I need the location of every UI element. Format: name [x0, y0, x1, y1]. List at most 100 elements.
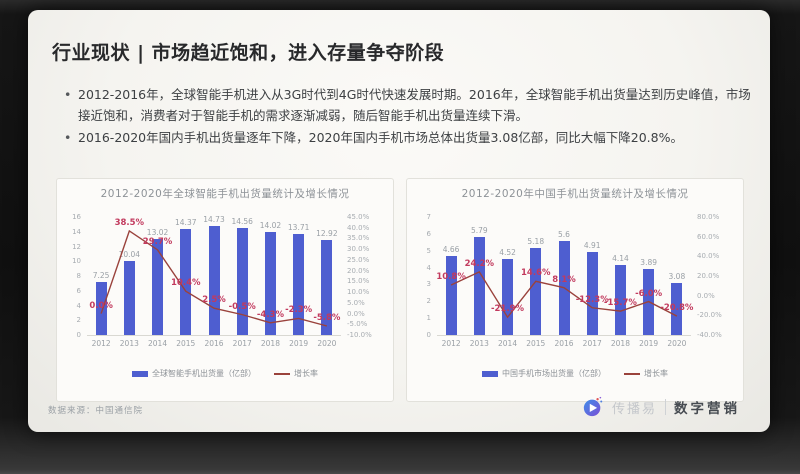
bar-value-label: 12.92 — [316, 228, 338, 238]
legend-item-line: 增长率 — [624, 368, 668, 379]
bar-value-label: 13.71 — [287, 222, 310, 232]
pct-axis-tick-label: 20.0% — [347, 266, 370, 275]
pct-axis-tick-label: 15.0% — [347, 277, 370, 286]
y-axis-tick-label: 14 — [72, 227, 81, 236]
bar — [123, 260, 135, 335]
pct-axis-tick-label: 40.0% — [697, 252, 720, 261]
growth-value-label: 38.5% — [114, 217, 145, 228]
bar — [208, 226, 220, 335]
logo-divider — [665, 399, 666, 415]
pct-axis-tick-label: 45.0% — [347, 213, 370, 221]
line-series-swatch — [274, 372, 290, 375]
pct-axis-tick-label: 60.0% — [697, 232, 720, 241]
legend-label: 中国手机市场出货量（亿部） — [502, 369, 606, 378]
y-axis-tick-label: 16 — [72, 213, 81, 221]
growth-value-label: 8.1% — [552, 274, 576, 285]
bar — [236, 227, 248, 335]
bar — [558, 240, 570, 335]
bar-value-label: 14.02 — [259, 220, 282, 230]
global-shipments-chart-panel: 2012-2020年全球智能手机出货量统计及增长情况 16 14 12 10 8 6 4 2 0… — [56, 178, 394, 402]
y-axis-tick-label: 2 — [76, 316, 81, 325]
y-axis-tick-label: 4 — [426, 263, 431, 272]
pct-axis-tick-label: 0.0% — [697, 291, 715, 300]
y-axis-tick-label: 4 — [76, 301, 81, 310]
legend-label: 全球智能手机出货量（亿部） — [152, 369, 256, 378]
growth-value-label: 10.4% — [171, 278, 201, 289]
x-axis-label: 2019 — [289, 339, 309, 348]
bar — [586, 252, 598, 335]
chart-legend: 中国手机市场出货量（亿部） 增长率 — [411, 368, 739, 379]
growth-value-label: -2.3% — [285, 305, 313, 316]
chart-title: 2012-2020年全球智能手机出货量统计及增长情况 — [100, 188, 350, 200]
bar-value-label: 14.73 — [203, 215, 225, 225]
x-axis-label: 2020 — [317, 339, 337, 348]
growth-value-label: 29.7% — [142, 236, 173, 247]
pct-axis-tick-label: 10.0% — [347, 288, 370, 297]
footer-logo: 传播易 数字营销 — [582, 396, 740, 418]
bar — [445, 256, 457, 335]
data-source-note: 数据来源：中国通信院 — [48, 406, 144, 416]
pct-axis-tick-label: 40.0% — [347, 223, 370, 232]
growth-value-label: 14.6% — [521, 268, 551, 279]
growth-value-label: -0.5% — [228, 301, 256, 312]
chart-title: 2012-2020年中国手机出货量统计及增长情况 — [461, 188, 689, 200]
x-axis-label: 2012 — [91, 339, 111, 348]
bar-value-label: 4.66 — [442, 245, 460, 255]
brand-name: 传播易 — [611, 401, 657, 417]
growth-value-label: -20.8% — [660, 303, 694, 314]
growth-value-label: -12.3% — [575, 294, 609, 305]
bar-value-label: 7.25 — [92, 270, 110, 280]
bar-value-label: 4.91 — [583, 241, 601, 251]
growth-value-label: 10.8% — [436, 272, 466, 283]
pct-axis-tick-label: 5.0% — [347, 298, 365, 307]
bar-value-label: 5.18 — [527, 236, 545, 246]
china-shipments-chart-plot: 7 6 5 4 3 2 1 0 80.0% 60.0% 40.0% 20.0% 0.0% -20.0% -4… — [411, 203, 739, 365]
bar — [502, 258, 514, 335]
bar-value-label: 14.37 — [175, 218, 197, 228]
bullet-item: 2016-2020年国内手机出货量逐年下降，2020年国内手机市场总体出货量3.… — [62, 127, 754, 148]
x-axis-label: 2013 — [469, 339, 489, 348]
x-axis-label: 2018 — [610, 339, 630, 348]
line-series-swatch — [624, 372, 640, 375]
x-axis-label: 2020 — [667, 339, 687, 348]
pct-axis-tick-label: 35.0% — [347, 234, 370, 243]
growth-value-label: -4.3% — [256, 309, 284, 320]
legend-label: 增长率 — [644, 369, 668, 378]
y-axis-tick-label: 0 — [426, 331, 431, 339]
x-axis-label: 2017 — [232, 339, 252, 348]
bar — [530, 247, 542, 335]
bar-value-label: 13.02 — [146, 227, 169, 237]
bar — [293, 233, 305, 335]
x-axis-label: 2015 — [526, 339, 546, 348]
x-axis-label: 2018 — [260, 339, 280, 348]
y-axis-tick-label: 8 — [76, 272, 81, 280]
y-axis-tick-label: 6 — [426, 229, 431, 238]
legend-item-bars: 中国手机市场出货量（亿部） — [482, 368, 606, 379]
presentation-slide: 行业现状 | 市场趋近饱和，进入存量争夺阶段 2012-2016年，全球智能手机… — [28, 10, 770, 432]
y-axis-tick-label: 2 — [426, 297, 431, 306]
x-axis-label: 2016 — [554, 339, 574, 348]
pct-axis-tick-label: 80.0% — [697, 213, 720, 221]
x-axis-label: 2014 — [498, 339, 518, 348]
bar-series-swatch — [132, 370, 148, 377]
bar-value-label: 5.6 — [558, 229, 570, 239]
growth-value-label: 24.2% — [464, 258, 495, 269]
chuanboyi-play-logo-icon — [583, 396, 603, 417]
bar — [152, 238, 164, 335]
x-axis-label: 2016 — [204, 339, 224, 348]
brand-tagline: 数字营销 — [674, 401, 740, 417]
growth-value-label: -5.8% — [313, 312, 341, 323]
y-axis-tick-label: 5 — [426, 246, 431, 255]
x-axis-label: 2015 — [176, 339, 196, 348]
legend-item-bars: 全球智能手机出货量（亿部） — [132, 368, 256, 379]
slide-title: 行业现状 | 市场趋近饱和，进入存量争夺阶段 — [52, 42, 445, 64]
x-axis-label: 2013 — [119, 339, 139, 348]
bar-value-label: 14.56 — [231, 216, 253, 226]
bar-value-label: 3.89 — [640, 258, 657, 268]
y-axis-tick-label: 10 — [72, 257, 81, 266]
pct-axis-tick-label: 25.0% — [347, 255, 370, 264]
x-axis-label: 2014 — [148, 339, 168, 348]
bullet-list: 2012-2016年，全球智能手机进入从3G时代到4G时代快速发展时期。2016… — [62, 84, 754, 149]
bar — [473, 237, 485, 335]
bar-value-label: 5.79 — [470, 226, 488, 236]
